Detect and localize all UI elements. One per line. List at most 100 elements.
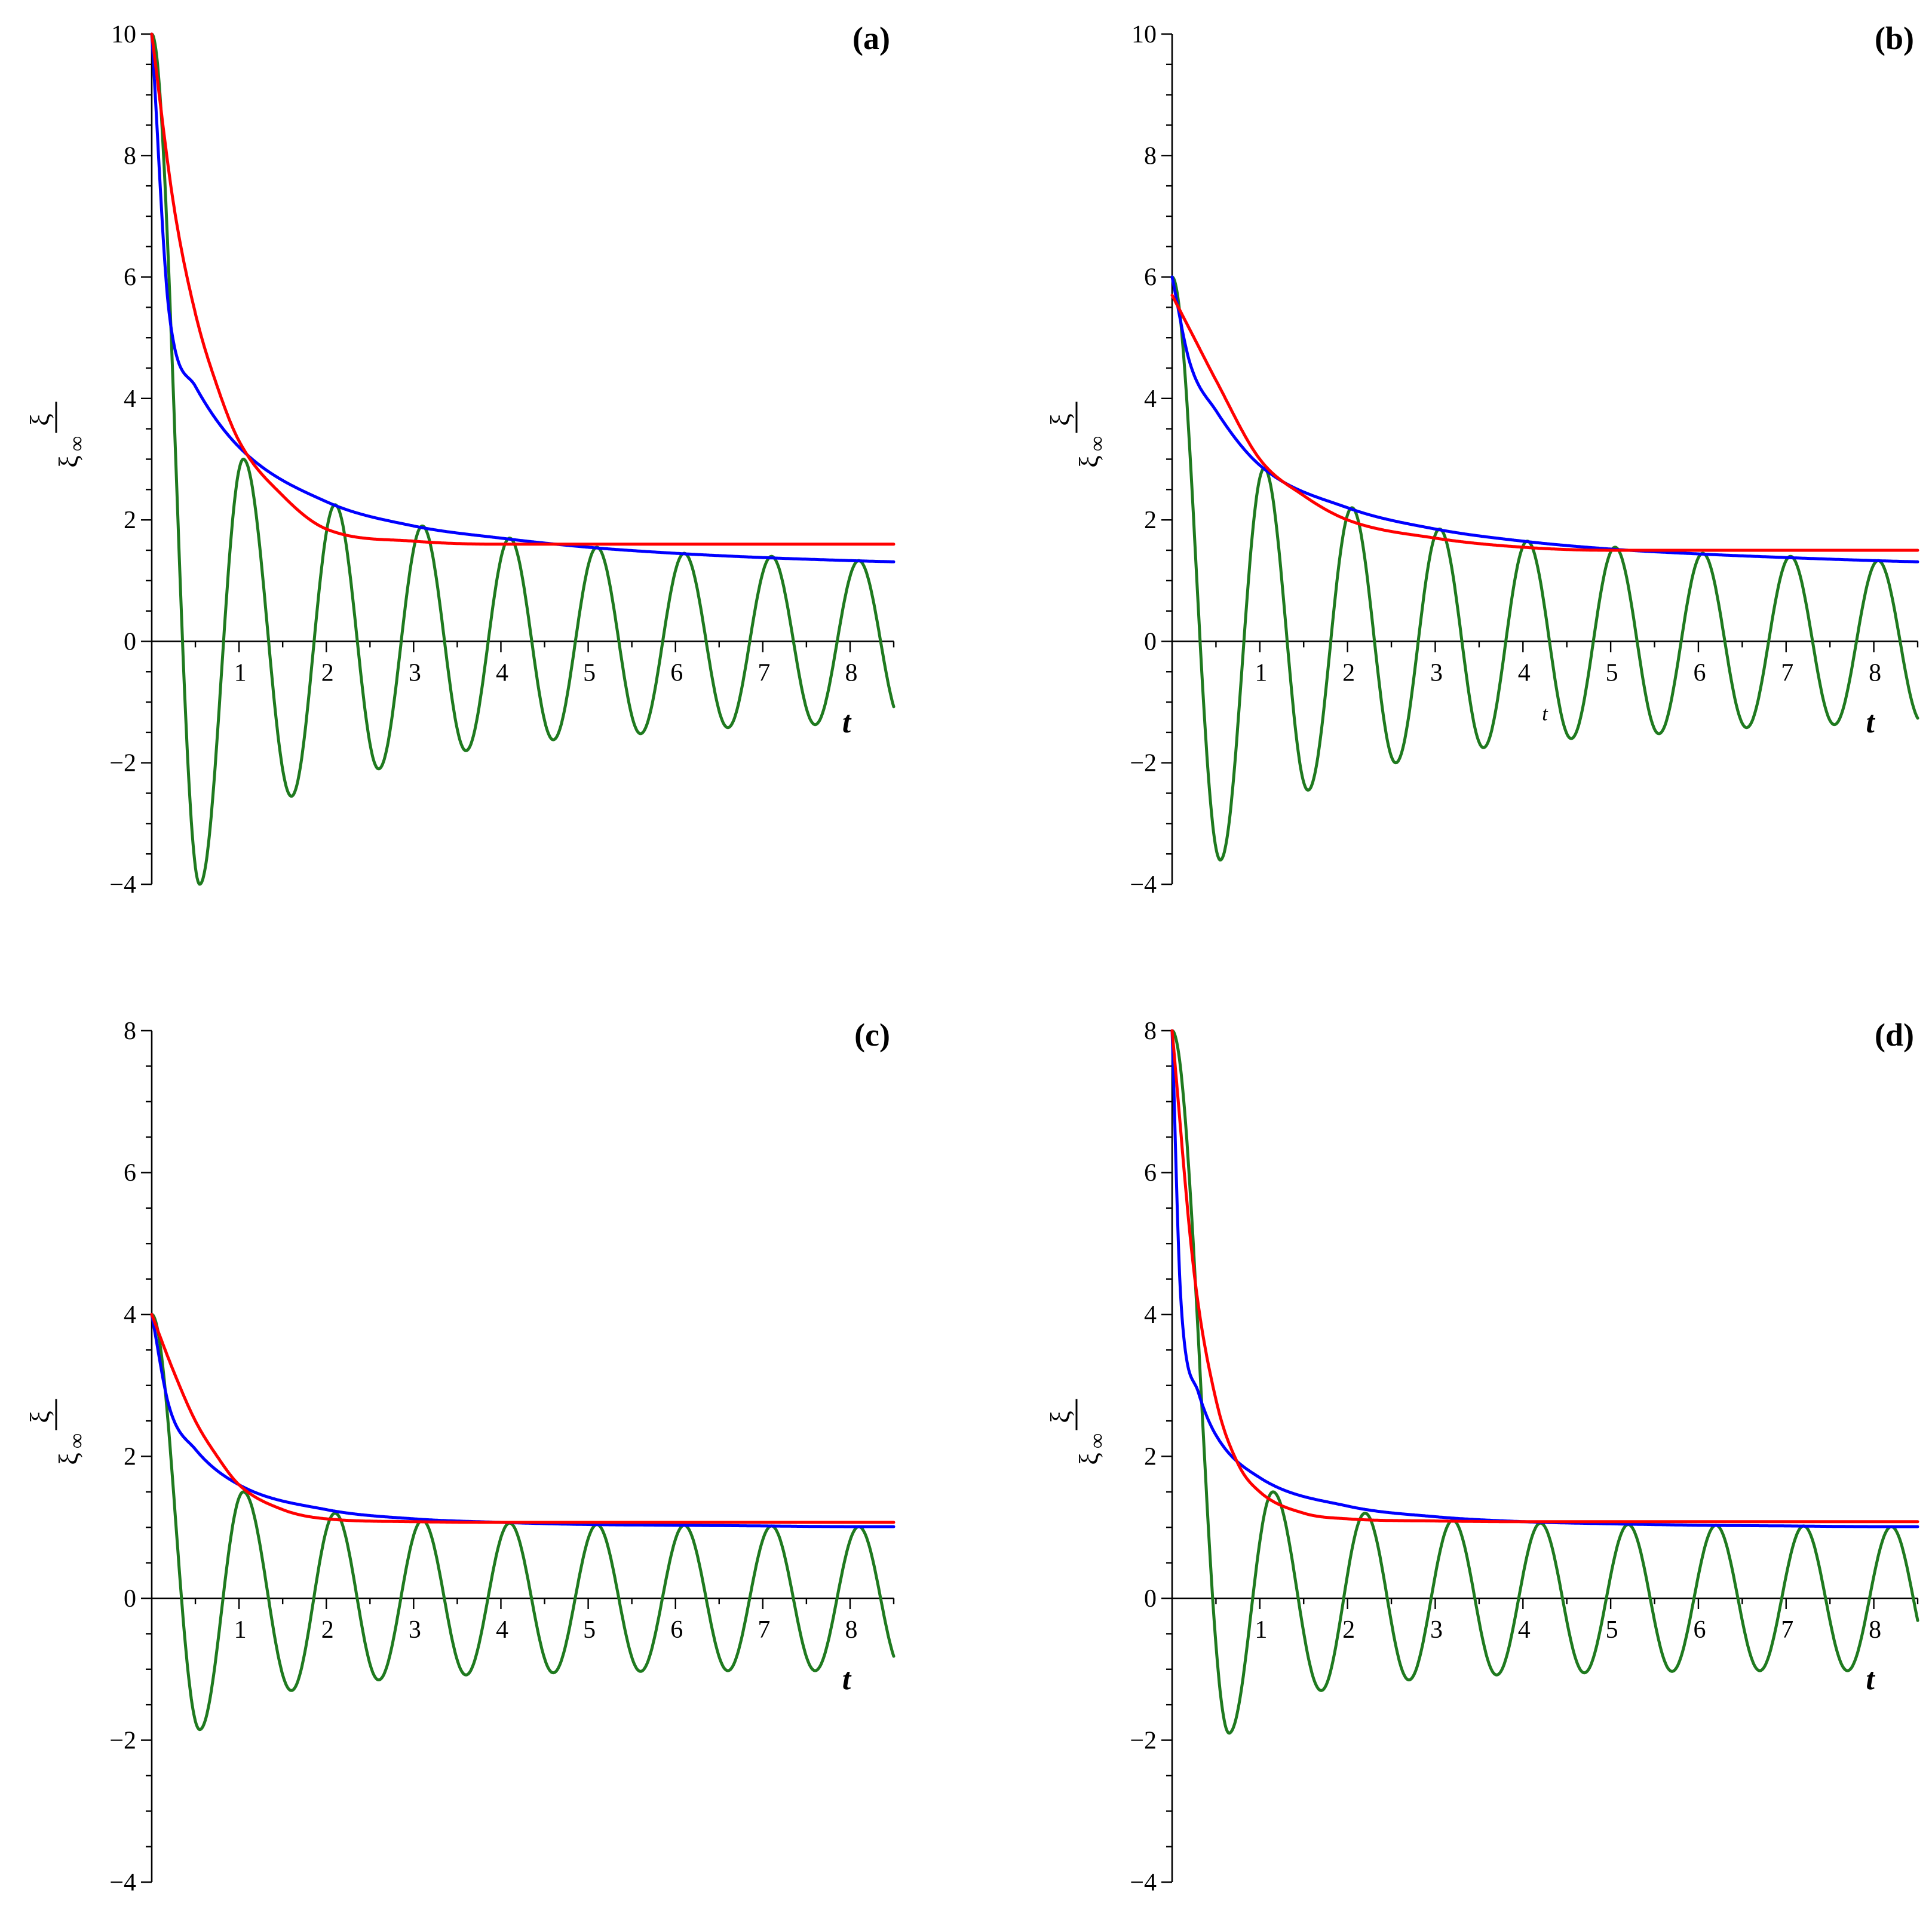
stray-axis-label: t: [1542, 703, 1548, 725]
y-label-denominator: ξ: [1074, 455, 1104, 468]
panel-b: 10 8 6 4 2 0 −2 −4 1 2 3 4 5 6 7 8 t t (b) ξ ξ ∞: [1045, 20, 1919, 899]
series-blue: [1170, 275, 1919, 563]
y-tick-label: −2: [109, 750, 136, 777]
x-tick-label: 8: [845, 659, 857, 687]
y-tick-label: −4: [109, 1869, 136, 1896]
x-tick-label: 3: [1430, 659, 1443, 687]
x-tick-label: 3: [1430, 1616, 1443, 1644]
x-tick-label: 4: [496, 659, 508, 687]
x-axis-label: t: [1866, 1662, 1875, 1696]
y-label-numerator: ξ: [24, 1411, 55, 1423]
x-tick-label: 2: [321, 1616, 334, 1644]
x-tick-label: 2: [321, 659, 334, 687]
x-tick-label: 3: [409, 659, 421, 687]
y-tick-label: −4: [1130, 1869, 1157, 1896]
y-tick-label: 10: [111, 21, 136, 48]
y-tick-label: 0: [124, 628, 136, 655]
x-tick-label: 4: [1518, 659, 1531, 687]
y-label-subscript: ∞: [1085, 1433, 1109, 1449]
y-tick-label: 4: [124, 385, 136, 413]
x-tick-label: 4: [496, 1616, 508, 1644]
panel-label: (b): [1875, 20, 1914, 56]
y-label-denominator: ξ: [1074, 1453, 1104, 1465]
series-green: [150, 32, 896, 886]
x-tick-label: 6: [1693, 659, 1706, 687]
x-tick-label: 5: [1606, 1616, 1618, 1644]
y-axis-label: ξ ξ ∞: [24, 1399, 88, 1465]
x-tick-label: 6: [670, 659, 683, 687]
x-tick-label: 1: [1255, 1616, 1267, 1644]
x-tick-label: 7: [1781, 659, 1793, 687]
x-tick-label: 8: [1869, 1616, 1881, 1644]
y-tick-label: 8: [124, 1018, 136, 1045]
series-blue: [150, 32, 896, 563]
y-label-denominator: ξ: [53, 1453, 84, 1465]
y-tick-label: −2: [109, 1727, 136, 1755]
y-tick-label: −4: [1130, 871, 1157, 899]
y-tick-label: 6: [1144, 1160, 1157, 1187]
panel-a: 10 8 6 4 2 0 −2 −4 1 2 3 4 5 6 7 8 t (a) ξ ξ ∞: [24, 20, 896, 899]
y-tick-label: −2: [1130, 750, 1157, 777]
y-tick-label: 6: [124, 264, 136, 292]
series-green: [1170, 1029, 1919, 1735]
y-tick-label: 8: [1144, 142, 1157, 170]
y-tick-label: 2: [124, 507, 136, 534]
y-tick-label: 8: [124, 142, 136, 170]
x-tick-label: 8: [845, 1616, 857, 1644]
y-tick-label: 2: [1144, 1444, 1157, 1471]
x-tick-label: 1: [234, 1616, 247, 1644]
y-label-numerator: ξ: [24, 413, 55, 426]
y-tick-label: 4: [1144, 1301, 1157, 1329]
x-tick-label: 4: [1518, 1616, 1531, 1644]
x-axis-label: t: [842, 1662, 852, 1696]
panel-label: (c): [854, 1017, 890, 1053]
panel-c: 8 6 4 2 0 −2 −4 1 2 3 4 5 6 7 8 t (c) ξ ξ ∞: [24, 1017, 896, 1896]
y-axis-label: ξ ξ ∞: [1045, 402, 1109, 468]
y-label-numerator: ξ: [1045, 1411, 1075, 1423]
y-tick-label: 0: [1144, 628, 1157, 655]
series-blue: [150, 1313, 896, 1528]
panel-label: (a): [852, 20, 890, 56]
series-red: [1170, 1029, 1919, 1524]
y-tick-label: −2: [1130, 1727, 1157, 1755]
x-tick-label: 2: [1342, 1616, 1355, 1644]
y-label-numerator: ξ: [1045, 413, 1075, 426]
y-tick-label: −4: [109, 871, 136, 899]
x-tick-label: 1: [1255, 659, 1267, 687]
y-tick-label: 10: [1131, 21, 1157, 48]
series-red: [150, 1313, 896, 1524]
y-axis-label: ξ ξ ∞: [1045, 1399, 1109, 1465]
x-tick-label: 2: [1342, 659, 1355, 687]
y-tick-label: 6: [124, 1160, 136, 1187]
y-tick-label: 2: [1144, 507, 1157, 534]
y-tick-label: 4: [124, 1301, 136, 1329]
x-tick-label: 8: [1869, 659, 1881, 687]
panel-d: 8 6 4 2 0 −2 −4 1 2 3 4 5 6 7 8 t (d) ξ ξ ∞: [1045, 1017, 1919, 1896]
y-axis-label: ξ ξ ∞: [24, 402, 88, 468]
x-tick-label: 3: [409, 1616, 421, 1644]
x-axis-label: t: [842, 705, 852, 739]
x-tick-label: 7: [758, 659, 770, 687]
series-blue: [1170, 1029, 1919, 1528]
y-tick-label: 8: [1144, 1018, 1157, 1045]
y-tick-label: 2: [124, 1444, 136, 1471]
x-axis-label: t: [1866, 705, 1875, 739]
panel-label: (d): [1875, 1017, 1914, 1053]
x-tick-label: 6: [670, 1616, 683, 1644]
x-tick-label: 5: [583, 1616, 596, 1644]
series-green: [1170, 275, 1919, 862]
series-red: [150, 32, 896, 546]
x-tick-label: 1: [234, 659, 247, 687]
y-label-subscript: ∞: [1085, 436, 1109, 452]
y-tick-label: 0: [1144, 1585, 1157, 1613]
y-label-subscript: ∞: [65, 1433, 88, 1449]
x-tick-label: 6: [1693, 1616, 1706, 1644]
y-label-subscript: ∞: [65, 436, 88, 452]
x-tick-label: 7: [758, 1616, 770, 1644]
x-tick-label: 5: [1606, 659, 1618, 687]
y-tick-label: 4: [1144, 385, 1157, 413]
x-tick-label: 7: [1781, 1616, 1793, 1644]
y-tick-label: 0: [124, 1585, 136, 1613]
series-red: [1170, 293, 1919, 552]
